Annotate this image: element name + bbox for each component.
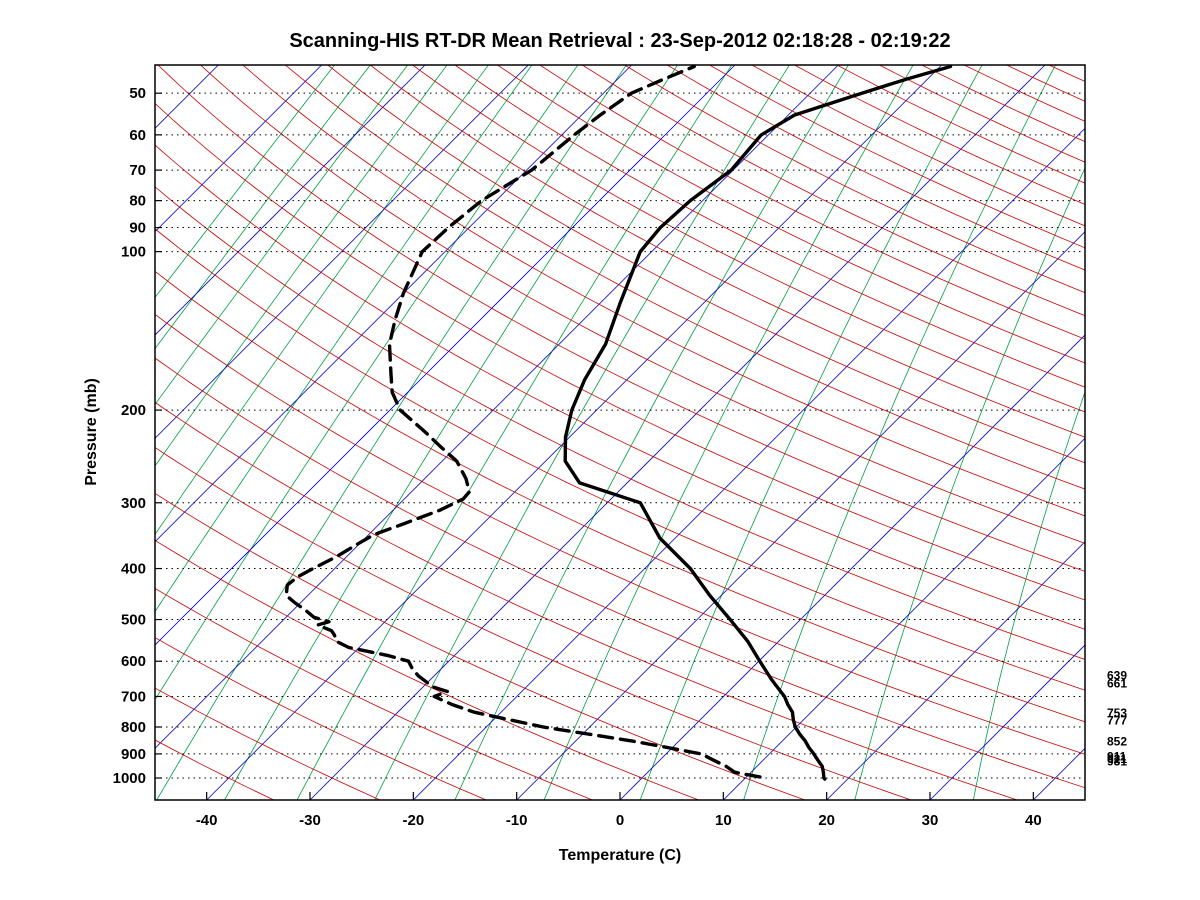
svg-text:60: 60 [129, 127, 146, 144]
background-lines [155, 65, 1085, 800]
svg-text:0: 0 [616, 812, 624, 829]
svg-text:800: 800 [121, 719, 146, 736]
svg-text:40: 40 [1025, 812, 1042, 829]
svg-text:30: 30 [922, 812, 939, 829]
svg-text:400: 400 [121, 561, 146, 578]
isotherm-lines [155, 65, 1085, 800]
svg-text:80: 80 [129, 193, 146, 210]
plot-frame [154, 64, 1086, 801]
sounding-profiles [284, 65, 953, 781]
svg-text:661: 661 [1107, 676, 1127, 690]
svg-text:70: 70 [129, 162, 146, 179]
svg-text:-40: -40 [196, 812, 218, 829]
chart-title: Scanning-HIS RT-DR Mean Retrieval : 23-S… [289, 30, 951, 52]
svg-text:900: 900 [121, 746, 146, 763]
svg-text:200: 200 [121, 402, 146, 419]
svg-text:600: 600 [121, 653, 146, 670]
svg-text:90: 90 [129, 220, 146, 237]
svg-text:500: 500 [121, 612, 146, 629]
svg-text:-20: -20 [402, 812, 424, 829]
dewpoint-curve [284, 65, 762, 779]
svg-text:852: 852 [1107, 734, 1127, 748]
x-axis-label: Temperature (C) [558, 847, 682, 864]
svg-text:100: 100 [121, 244, 146, 261]
dry-adiabat-lines [155, 65, 1085, 800]
svg-text:50: 50 [129, 85, 146, 102]
temperature-curve [563, 65, 953, 781]
svg-text:700: 700 [121, 688, 146, 705]
temperature-tick-labels: -40 -30 -20 -10 0 10 20 30 40 [196, 792, 1042, 829]
svg-text:10: 10 [715, 812, 732, 829]
svg-text:921: 921 [1107, 752, 1127, 766]
pressure-tick-labels: 50 60 70 80 90 100 200 300 400 500 600 700 800 900 100… [113, 85, 146, 787]
svg-text:777: 777 [1107, 713, 1127, 727]
svg-text:20: 20 [818, 812, 835, 829]
svg-text:300: 300 [121, 495, 146, 512]
svg-text:911: 911 [1107, 750, 1127, 764]
svg-text:-30: -30 [299, 812, 321, 829]
svg-text:639: 639 [1107, 669, 1127, 683]
svg-text:931: 931 [1107, 755, 1127, 769]
mixing-ratio-lines [155, 65, 1085, 800]
svg-text:1000: 1000 [113, 770, 146, 787]
svg-text:753: 753 [1107, 706, 1127, 720]
svg-text:-10: -10 [506, 812, 528, 829]
